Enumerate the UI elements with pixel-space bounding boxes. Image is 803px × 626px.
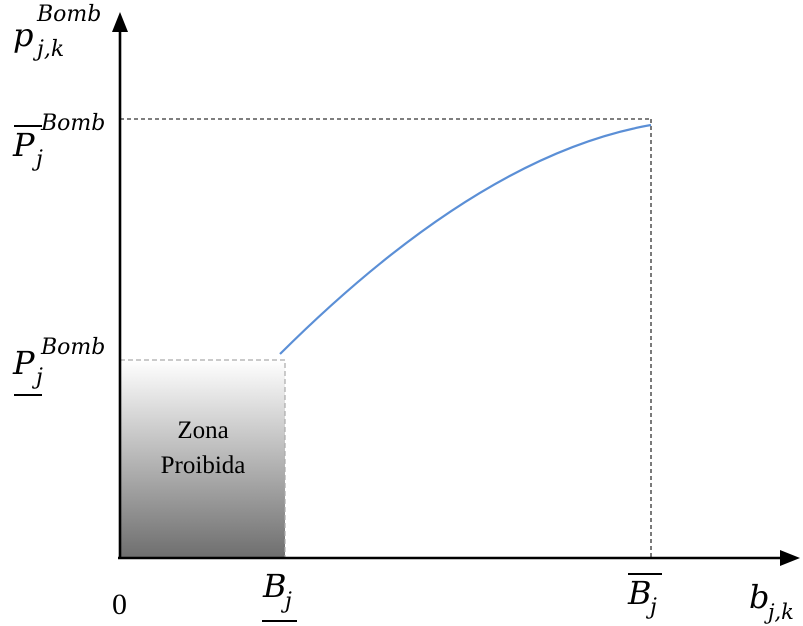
x-axis-label: b j,k [749,578,794,624]
x-axis-arrow-icon [780,550,800,566]
power-curve [279,123,652,355]
y-min-label: P Bomb j [12,335,110,396]
y-axis-label: p Bomb j,k [13,2,106,62]
forbidden-zone-line2: Proibida [161,452,246,479]
forbidden-zone: Zona Proibida [119,359,286,559]
axes [112,12,800,566]
forbidden-zone-line1: Zona [177,417,228,444]
x-max-label: B j [627,573,662,620]
y-max-label: P Bomb j [12,111,110,172]
x-min-label: B j [262,567,297,622]
svg-text:P Bomb j: P Bomb j [12,335,110,390]
forbidden-zone-box [119,359,286,559]
svg-text:P Bomb j: P Bomb j [12,111,110,172]
svg-text:B j: B j [262,567,292,614]
svg-text:B j: B j [627,574,657,620]
y-axis-arrow-icon [112,12,128,32]
origin-label: 0 [112,588,127,621]
